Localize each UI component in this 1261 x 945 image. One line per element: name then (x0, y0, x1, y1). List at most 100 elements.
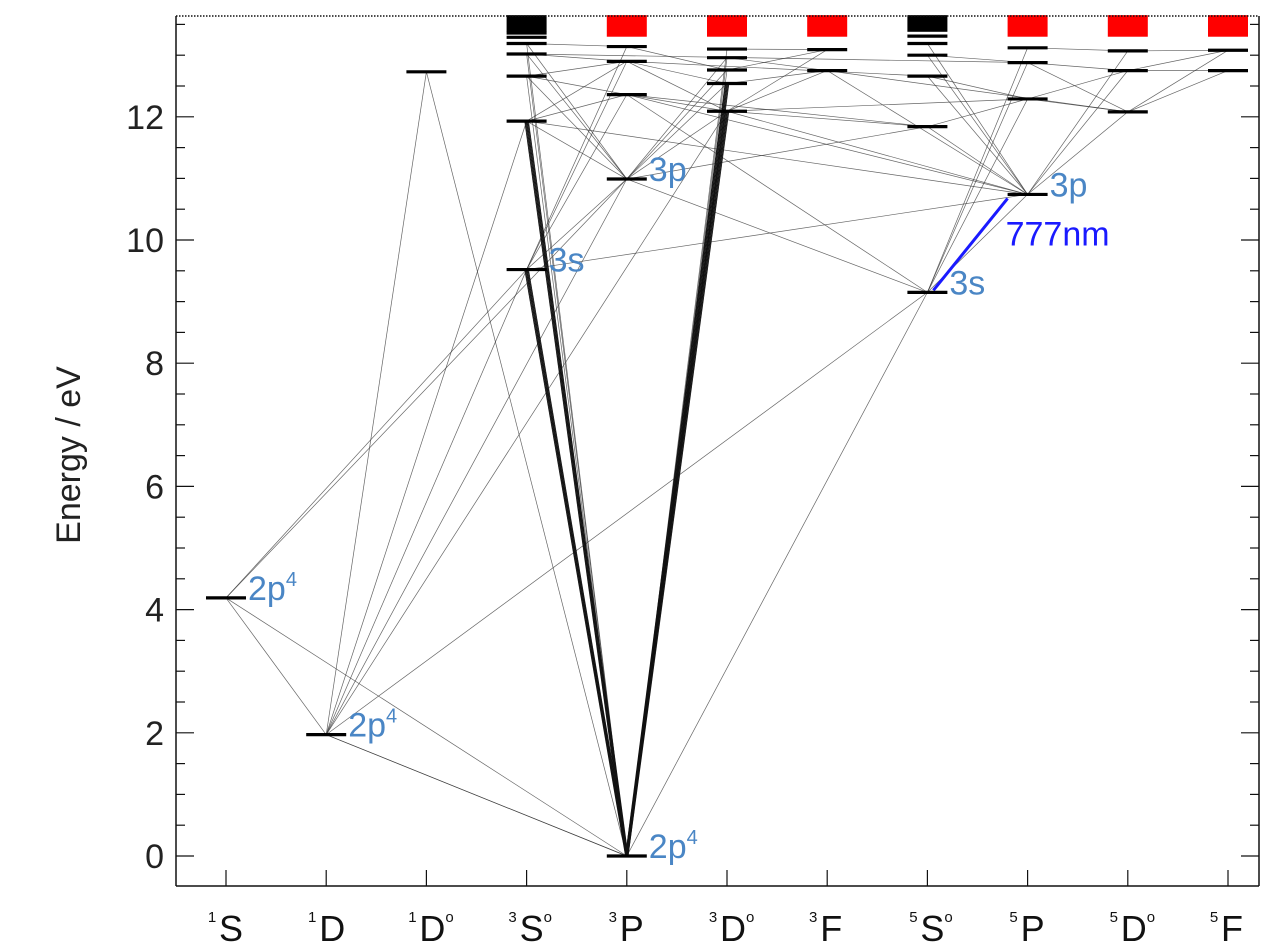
transition-line (1027, 70, 1128, 100)
strong-transition-line (626, 83, 729, 857)
transition-line (526, 61, 627, 77)
transition-line (927, 75, 1028, 195)
transition-line (1027, 111, 1129, 195)
continuum-block-red (1107, 15, 1148, 37)
term-letter: F (1221, 908, 1243, 945)
transition-line (526, 120, 627, 180)
transition-line (726, 110, 928, 128)
transition-line (1027, 50, 1129, 195)
transition-line (526, 194, 1028, 270)
term-multiplicity: 3 (609, 909, 617, 926)
transition-line (325, 178, 628, 735)
transition-line (626, 57, 728, 180)
term-letter: S (219, 908, 243, 945)
transition-line (626, 126, 928, 180)
transition-line (726, 110, 1028, 195)
strong-transition-line (625, 83, 726, 857)
transition-line (1127, 70, 1229, 113)
transition-line (626, 94, 1028, 195)
term-letter: S (520, 908, 544, 945)
transition-line (927, 47, 1028, 293)
term-multiplicity: 3 (709, 909, 717, 926)
transition-line (325, 121, 527, 735)
continuum-block-black (907, 15, 948, 32)
term-multiplicity: 5 (1110, 909, 1118, 926)
transition-line (225, 597, 327, 735)
term-multiplicity: 5 (1210, 909, 1218, 926)
transition-line (626, 94, 928, 293)
transition-line (726, 57, 828, 71)
term-odd-parity: o (944, 909, 952, 926)
transition-line (927, 62, 1028, 293)
transition-line (526, 61, 627, 122)
transition-line (626, 61, 728, 84)
strong-transition-line (627, 111, 730, 857)
strong-transition-line (525, 269, 627, 857)
term-multiplicity: 5 (909, 909, 917, 926)
transition-line (325, 269, 527, 735)
transition-line (626, 178, 928, 293)
transition-line (426, 71, 628, 857)
continuum-block-red (1007, 15, 1048, 37)
transition-777nm-label: 777nm (1006, 215, 1110, 253)
y-tick-label: 6 (145, 468, 164, 506)
transition-line (325, 71, 427, 735)
transition-line (927, 126, 1028, 195)
y-tick-label: 0 (145, 838, 164, 876)
y-axis-title: Energy / eV (50, 366, 88, 544)
strong-transition-line (524, 269, 627, 857)
term-letter: D (319, 908, 345, 945)
term-letter: D (1121, 908, 1147, 945)
transition-line (726, 70, 828, 84)
transition-line (726, 49, 828, 112)
term-letter: F (820, 908, 842, 945)
strong-transition-line (626, 83, 728, 857)
term-letter: D (419, 908, 445, 945)
transition-line (827, 70, 1128, 113)
continuum-block-black (506, 15, 547, 32)
term-letter: P (620, 908, 644, 945)
transition-line (526, 53, 628, 180)
transition-line (1027, 70, 1129, 195)
y-tick-label: 4 (145, 592, 164, 630)
transition-line (225, 269, 527, 599)
strong-transition-line (527, 269, 628, 857)
transition-line (526, 43, 628, 180)
term-letter: P (1021, 908, 1045, 945)
transition-line (626, 61, 928, 77)
transition-line (325, 292, 928, 735)
level-config-label: 3p (649, 151, 687, 189)
transition-line (927, 43, 1028, 195)
term-letter: D (720, 908, 746, 945)
term-multiplicity: 1 (208, 909, 216, 926)
strong-transition-line (527, 121, 629, 857)
transition-line (526, 94, 627, 122)
strong-transition-line (526, 269, 628, 857)
transition-line (1027, 62, 1128, 113)
transition-line (626, 83, 728, 180)
level-labels: 777nm 2p4 2p4 2p4 3s 3p 3s 3p (248, 151, 1110, 866)
level-config-label: 3s (549, 242, 585, 280)
strong-transition-line (625, 83, 727, 857)
transition-line (626, 110, 728, 180)
transition-line (726, 49, 828, 71)
transition-line (225, 597, 627, 857)
transition-line (526, 120, 1028, 195)
level-config-label: 2p4 (348, 706, 397, 745)
continuum-block-red (606, 15, 647, 37)
transition-777nm-line (932, 197, 1009, 292)
term-odd-parity: o (1147, 909, 1155, 926)
transition-line (927, 75, 1028, 100)
strong-transition-line (526, 121, 628, 857)
transition-line (626, 46, 728, 71)
transition-line (726, 98, 1028, 112)
y-tick-label: 8 (145, 345, 164, 383)
